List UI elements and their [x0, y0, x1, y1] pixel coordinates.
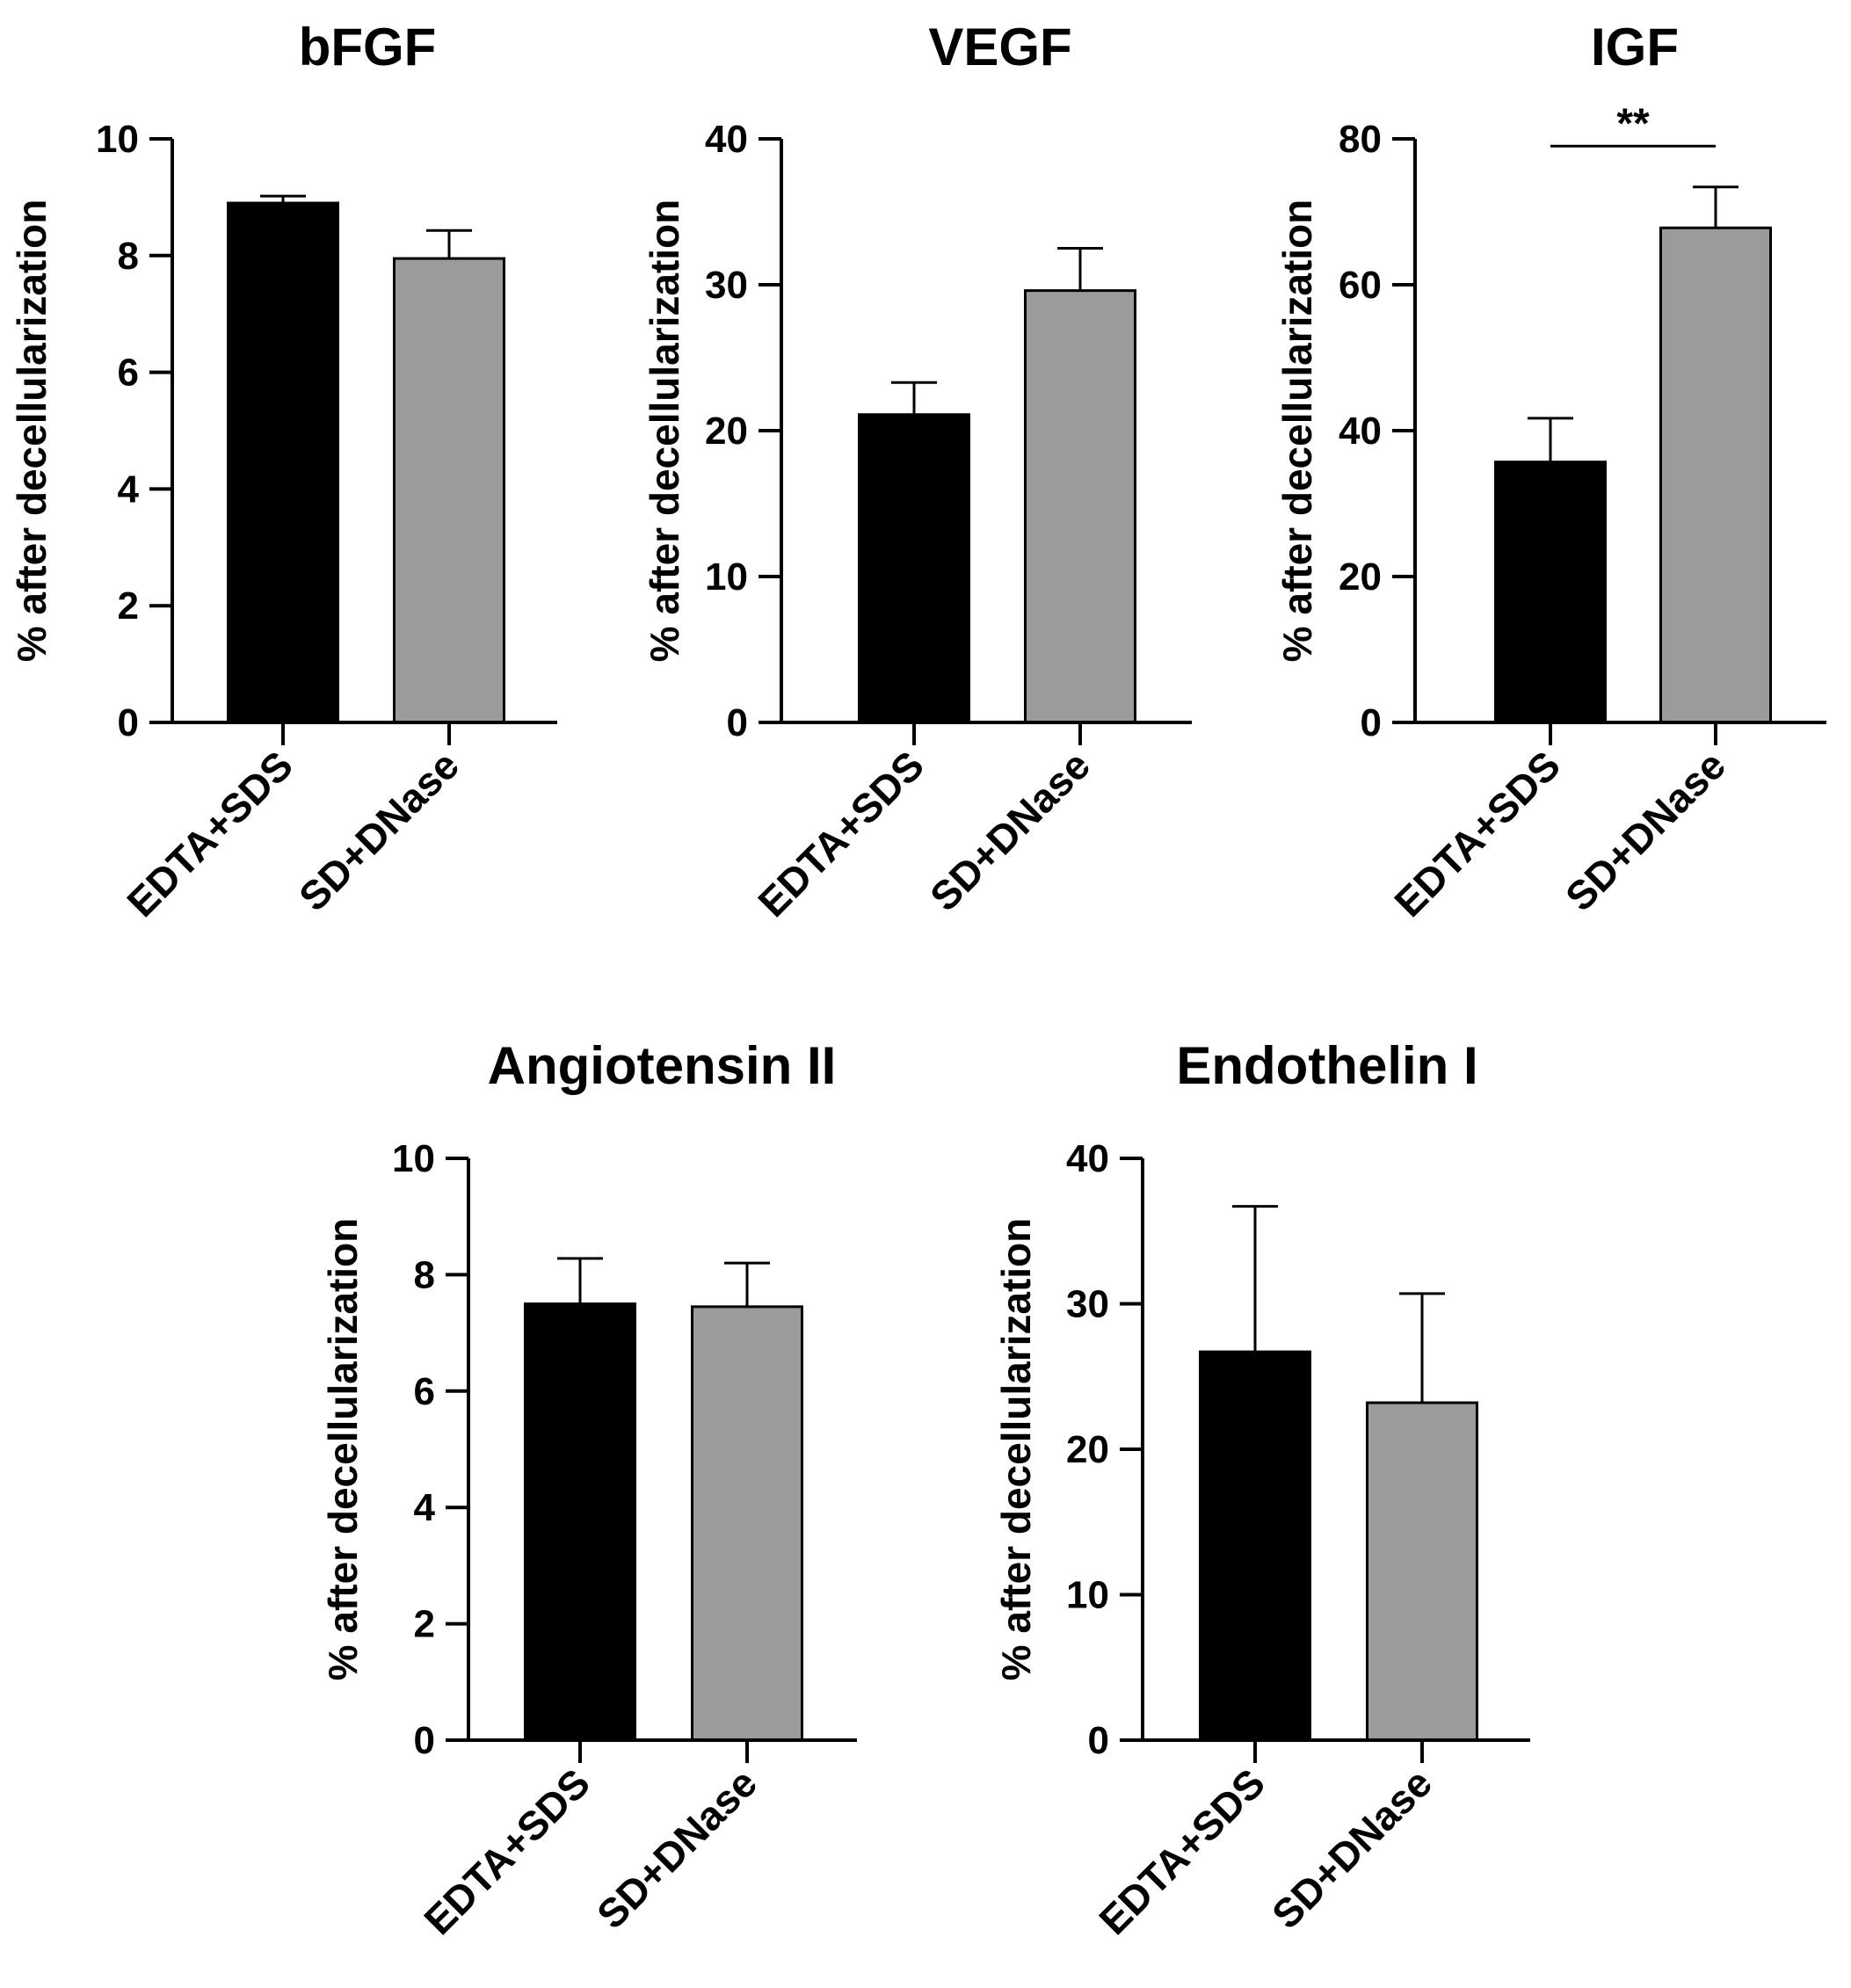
y-tick-label: 30 [705, 264, 748, 307]
y-tick-label: 40 [1066, 1137, 1109, 1180]
x-category-label: SD+DNase [588, 1759, 766, 1937]
bar-edta-sds [858, 413, 970, 724]
y-tick-label: 0 [1361, 701, 1382, 744]
y-tick-label: 80 [1339, 118, 1382, 161]
x-category-label: EDTA+SDS [1090, 1759, 1274, 1943]
y-tick-label: 20 [1339, 555, 1382, 599]
x-category-label: SD+DNase [1557, 742, 1734, 919]
y-tick-label: 4 [118, 468, 140, 511]
y-axis-label: % after decellularization [642, 200, 687, 663]
y-tick-label: 6 [118, 352, 139, 395]
chart-title: VEGF [928, 18, 1071, 76]
y-tick-label: 10 [96, 118, 139, 161]
y-tick-label: 40 [705, 118, 748, 161]
bar-edta-sds [227, 201, 339, 724]
x-category-label: EDTA+SDS [415, 1759, 599, 1943]
y-tick-label: 2 [414, 1603, 435, 1646]
y-tick-label: 8 [414, 1253, 435, 1296]
chart-title: Angiotensin II [488, 1036, 837, 1095]
x-category-label: SD+DNase [1263, 1759, 1441, 1937]
y-tick-label: 8 [118, 235, 139, 278]
y-tick-label: 40 [1339, 410, 1382, 453]
y-tick-label: 2 [118, 584, 139, 628]
y-tick-label: 20 [705, 410, 748, 453]
y-tick-label: 0 [414, 1719, 435, 1762]
x-category-label: SD+DNase [290, 742, 468, 919]
bar-edta-sds [1199, 1350, 1311, 1742]
x-category-label: EDTA+SDS [1385, 742, 1569, 925]
y-tick-label: 10 [392, 1137, 435, 1180]
y-axis-label: % after decellularization [1274, 200, 1320, 663]
chart-panel-4: Angiotensin II % after decellularization 0… [320, 1036, 857, 1943]
chart-panel-1: bFGF % after decellularization 0 2 4 6 8 10 EDTA… [9, 18, 557, 925]
x-category-label: EDTA+SDS [118, 742, 301, 925]
x-category-label: EDTA+SDS [749, 742, 933, 925]
y-tick-label: 0 [118, 701, 139, 744]
chart-title: bFGF [299, 18, 437, 76]
bar-sd-dnase [393, 257, 505, 724]
bar-edta-sds [1494, 461, 1607, 724]
y-tick-label: 30 [1066, 1283, 1109, 1326]
chart-title: IGF [1591, 18, 1679, 76]
chart-panel-3: IGF % after decellularization 0 20 40 60 80 EDT… [1274, 18, 1826, 925]
bar-sd-dnase [1659, 226, 1772, 724]
y-axis-label: % after decellularization [320, 1218, 366, 1681]
chart-panel-2: VEGF % after decellularization 0 10 20 30 40 ED… [642, 18, 1192, 925]
bar-sd-dnase [1366, 1401, 1478, 1742]
y-tick-label: 0 [727, 701, 748, 744]
y-axis-label: % after decellularization [993, 1218, 1039, 1681]
x-category-label: SD+DNase [921, 742, 1099, 919]
bar-edta-sds [524, 1302, 636, 1742]
y-tick-label: 20 [1066, 1428, 1109, 1471]
y-axis-label: % after decellularization [9, 200, 54, 663]
bar-sd-dnase [1024, 289, 1136, 724]
y-tick-label: 10 [705, 555, 748, 599]
y-tick-label: 4 [414, 1486, 436, 1529]
y-tick-label: 6 [414, 1370, 435, 1413]
significance-label: ** [1616, 100, 1650, 147]
y-tick-label: 0 [1088, 1719, 1109, 1762]
chart-title: Endothelin I [1176, 1036, 1477, 1095]
bar-sd-dnase [691, 1305, 803, 1742]
chart-panel-5: Endothelin I % after decellularization 0 10… [993, 1036, 1530, 1943]
y-tick-label: 10 [1066, 1574, 1109, 1617]
y-tick-label: 60 [1339, 264, 1382, 307]
